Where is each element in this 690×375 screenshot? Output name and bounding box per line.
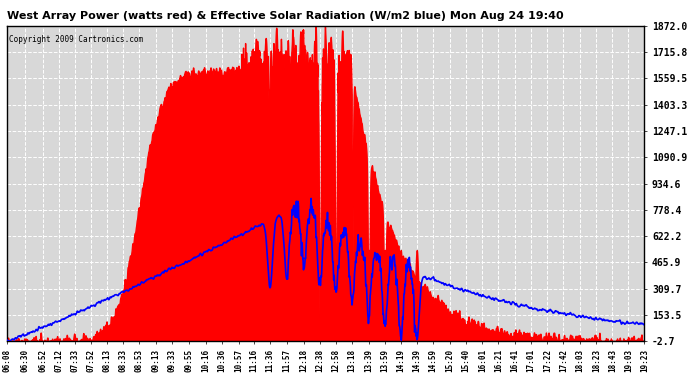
Text: Copyright 2009 Cartronics.com: Copyright 2009 Cartronics.com <box>8 35 143 44</box>
Text: West Array Power (watts red) & Effective Solar Radiation (W/m2 blue) Mon Aug 24 : West Array Power (watts red) & Effective… <box>7 11 564 21</box>
